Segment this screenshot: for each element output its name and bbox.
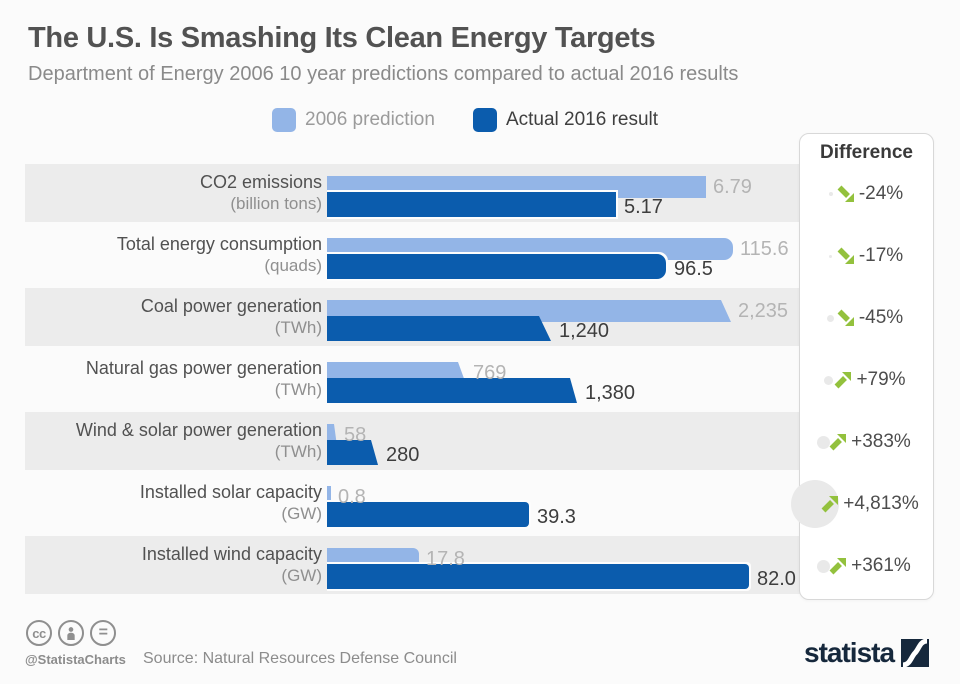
actual-swatch-icon [472,108,497,132]
row-label-unit: (TWh) [274,318,322,337]
row-label: Installed wind capacity (GW) [25,544,322,586]
magnitude-dot [816,435,830,449]
difference-panel: Difference -24% -17% -45% +79% +383% +4,813% +… [791,133,934,600]
trend-up-icon [816,556,848,576]
actual-bar [327,192,616,217]
actual-bar [327,502,529,527]
actual-value: 280 [386,444,420,466]
statista-handle: @StatistaCharts [25,652,126,667]
difference-title: Difference [820,142,913,163]
trend-down-icon [828,184,856,204]
row-label: Coal power generation (TWh) [25,296,322,338]
difference-entry: +4,813% [791,480,933,528]
difference-entry: -45% [800,305,933,331]
actual-value: 96.5 [674,258,713,280]
actual-value: 5.17 [624,196,663,218]
no-derivatives-icon: = [90,620,116,646]
row-label-unit: (billion tons) [230,194,322,213]
statista-logo: statista [804,637,930,669]
row-label-main: Total energy consumption [116,234,322,254]
page-title: The U.S. Is Smashing Its Clean Energy Ta… [28,22,656,54]
magnitude-dot [823,375,833,385]
actual-bar [327,378,577,403]
actual-value: 39.3 [537,506,576,528]
legend: 2006 prediction Actual 2016 result [272,108,658,132]
row-label-main: Installed wind capacity [141,544,322,564]
difference-value: -45% [858,307,904,328]
row-label: Wind & solar power generation (TWh) [25,420,322,462]
actual-bar [327,254,666,279]
trend-up-icon [823,370,853,390]
chart-row: Installed solar capacity (GW) 0.8 39.3 [25,474,800,532]
trend-down-icon [827,308,856,328]
difference-entry: -24% [800,181,933,207]
chart-row: CO2 emissions (billion tons) 6.79 5.17 [25,164,800,222]
chart-row: Coal power generation (TWh) 2,235 1,240 [25,288,800,346]
trend-down-icon [829,246,856,266]
chart-row: Total energy consumption (quads) 115.6 96.5 [25,226,800,284]
actual-bar [327,564,749,589]
row-label-main: Natural gas power generation [85,358,322,378]
difference-value: -17% [858,245,904,266]
magnitude-dot [827,314,835,322]
prediction-value: 58 [344,424,367,446]
actual-value: 1,240 [559,320,610,342]
prediction-value: 0.8 [338,486,366,508]
row-label-main: Wind & solar power generation [75,420,322,440]
source-text: Source: Natural Resources Defense Counci… [143,650,457,667]
legend-label-prediction: 2006 prediction [305,109,435,130]
chart-row: Wind & solar power generation (TWh) 58 280 [25,412,800,470]
difference-entry: -17% [800,243,933,269]
statista-wordmark: statista [804,637,895,668]
prediction-value: 6.79 [713,176,752,198]
prediction-value: 115.6 [740,238,789,260]
row-label-unit: (TWh) [274,380,322,399]
row-label: Total energy consumption (quads) [25,234,322,276]
row-label-main: Coal power generation [140,296,322,316]
difference-value: +79% [856,369,906,390]
difference-entry: +383% [800,429,933,455]
magnitude-dot [828,192,833,196]
row-label: Natural gas power generation (TWh) [25,358,322,400]
trend-up-icon [791,480,840,528]
prediction-bar [327,486,331,508]
legend-item-actual: Actual 2016 result [472,108,659,132]
attribution-icon [58,620,84,646]
difference-entry: +361% [800,553,933,579]
chart-row: Natural gas power generation (TWh) 769 1,38… [25,350,800,408]
magnitude-dot [829,254,833,258]
difference-value: +383% [851,431,911,452]
cc-icon: cc [26,620,52,646]
chart-row: Installed wind capacity (GW) 17.8 82.0 [25,536,800,594]
row-label: Installed solar capacity (GW) [25,482,322,524]
row-label-unit: (quads) [264,256,322,275]
legend-item-prediction: 2006 prediction [272,108,435,132]
page-subtitle: Department of Energy 2006 10 year predic… [28,63,739,85]
magnitude-dot [816,559,830,573]
difference-value: +361% [851,555,911,576]
license-icons: cc = [26,620,116,646]
statista-logo-mark-icon [901,638,930,668]
legend-label-actual: Actual 2016 result [505,109,659,130]
difference-value: +4,813% [843,493,919,514]
difference-value: -24% [858,183,904,204]
prediction-value: 17.8 [426,548,465,570]
row-label: CO2 emissions (billion tons) [25,172,322,214]
row-label-unit: (GW) [281,504,322,523]
row-label-unit: (GW) [281,566,322,585]
row-label-main: Installed solar capacity [139,482,322,502]
prediction-value: 769 [473,362,507,384]
row-label-unit: (TWh) [274,442,322,461]
trend-up-icon [816,432,848,452]
actual-bar [327,440,378,465]
row-label-main: CO2 emissions [199,172,322,192]
prediction-value: 2,235 [738,300,789,322]
prediction-bar [327,424,337,446]
prediction-swatch-icon [272,108,296,132]
actual-value: 82.0 [757,568,796,590]
actual-value: 1,380 [585,382,636,404]
difference-entry: +79% [800,367,933,393]
actual-bar [327,316,551,341]
